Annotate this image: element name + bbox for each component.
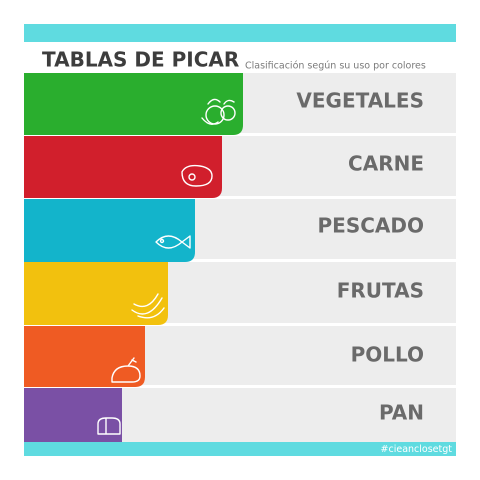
board-orange (24, 326, 145, 387)
row-label: PESCADO (318, 214, 424, 238)
row-label: POLLO (351, 343, 424, 367)
hashtag: #cieanclosetgt (381, 444, 453, 455)
board-green (24, 73, 243, 135)
title: TABLAS DE PICAR (42, 48, 239, 72)
subtitle: Clasificación según su uso por colores (245, 61, 426, 72)
board-red (24, 136, 222, 198)
row-label: CARNE (348, 152, 424, 176)
bottom-bar (24, 442, 456, 456)
meat-icon (181, 164, 213, 187)
banana-icon (131, 293, 165, 319)
bread-icon (97, 417, 121, 435)
row-label: FRUTAS (337, 279, 424, 303)
board-cyan (24, 199, 195, 262)
row-label: VEGETALES (296, 89, 424, 113)
row-label: PAN (379, 401, 424, 425)
chicken-icon (111, 357, 141, 383)
board-yellow (24, 262, 168, 325)
fish-icon (155, 235, 191, 249)
top-bar (24, 24, 456, 42)
vegetables-icon (201, 98, 236, 125)
